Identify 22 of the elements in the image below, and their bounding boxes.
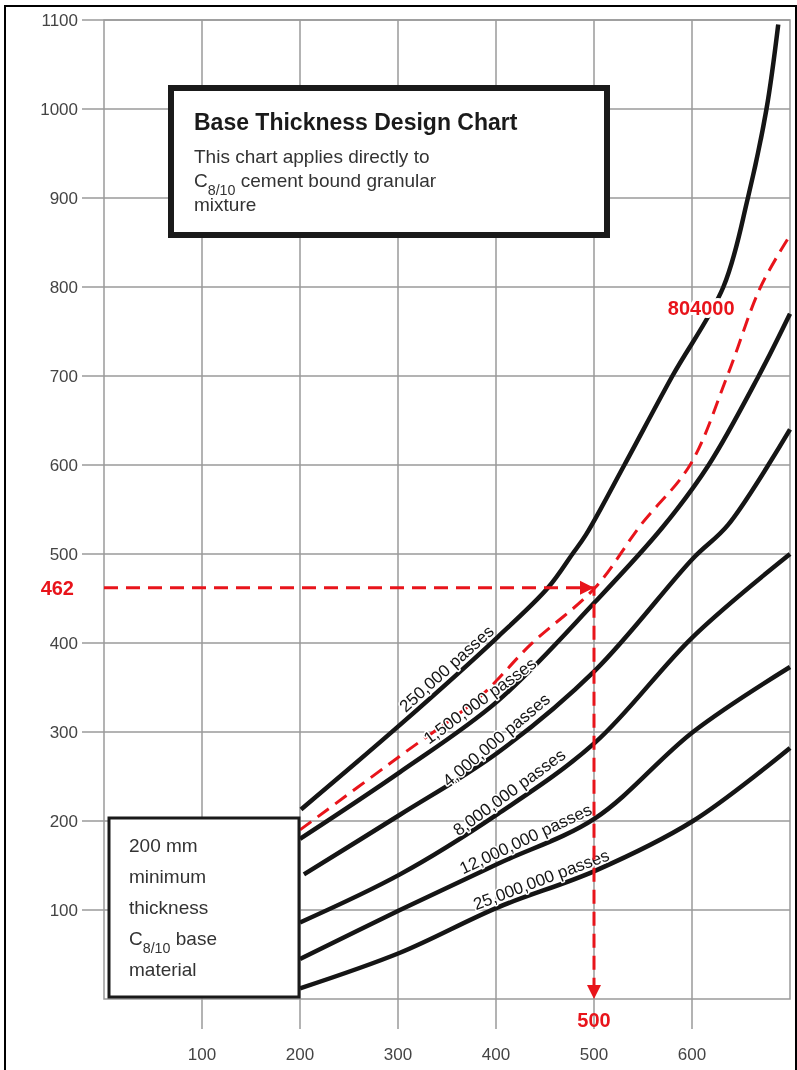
annotation: 500 [577, 1009, 611, 1031]
x-tick-label: 500 [579, 1045, 609, 1064]
x-tick-label: 200 [285, 1045, 315, 1064]
y-tick-label: 300 [49, 722, 78, 742]
y-tick-label: 1000 [40, 99, 78, 119]
x-tick-label: 400 [481, 1045, 511, 1064]
text: This chart applies directly to C$_{8/10}$ cement bound granular mixture [194, 146, 437, 215]
annotation: 462 [40, 576, 74, 599]
y-tick-label: 600 [49, 455, 78, 475]
y-tick-label: 1100 [41, 10, 78, 30]
x-tick-label: 100 [187, 1045, 217, 1064]
x-tick-label: 300 [383, 1045, 413, 1064]
x-tick-label: 600 [677, 1045, 707, 1064]
y-tick-label: 800 [49, 277, 78, 297]
y-tick-label: 400 [49, 633, 78, 653]
text: Base Thickness Design Chart [194, 109, 518, 135]
y-tick-label: 500 [49, 544, 78, 564]
y-tick-label: 700 [49, 366, 78, 386]
y-tick-label: 100 [49, 900, 78, 920]
y-tick-label: 900 [49, 188, 78, 208]
y-tick-label: 200 [49, 811, 78, 831]
annotation: 200 mm minimum thickness C$_{8/10}$ base material [129, 835, 217, 980]
